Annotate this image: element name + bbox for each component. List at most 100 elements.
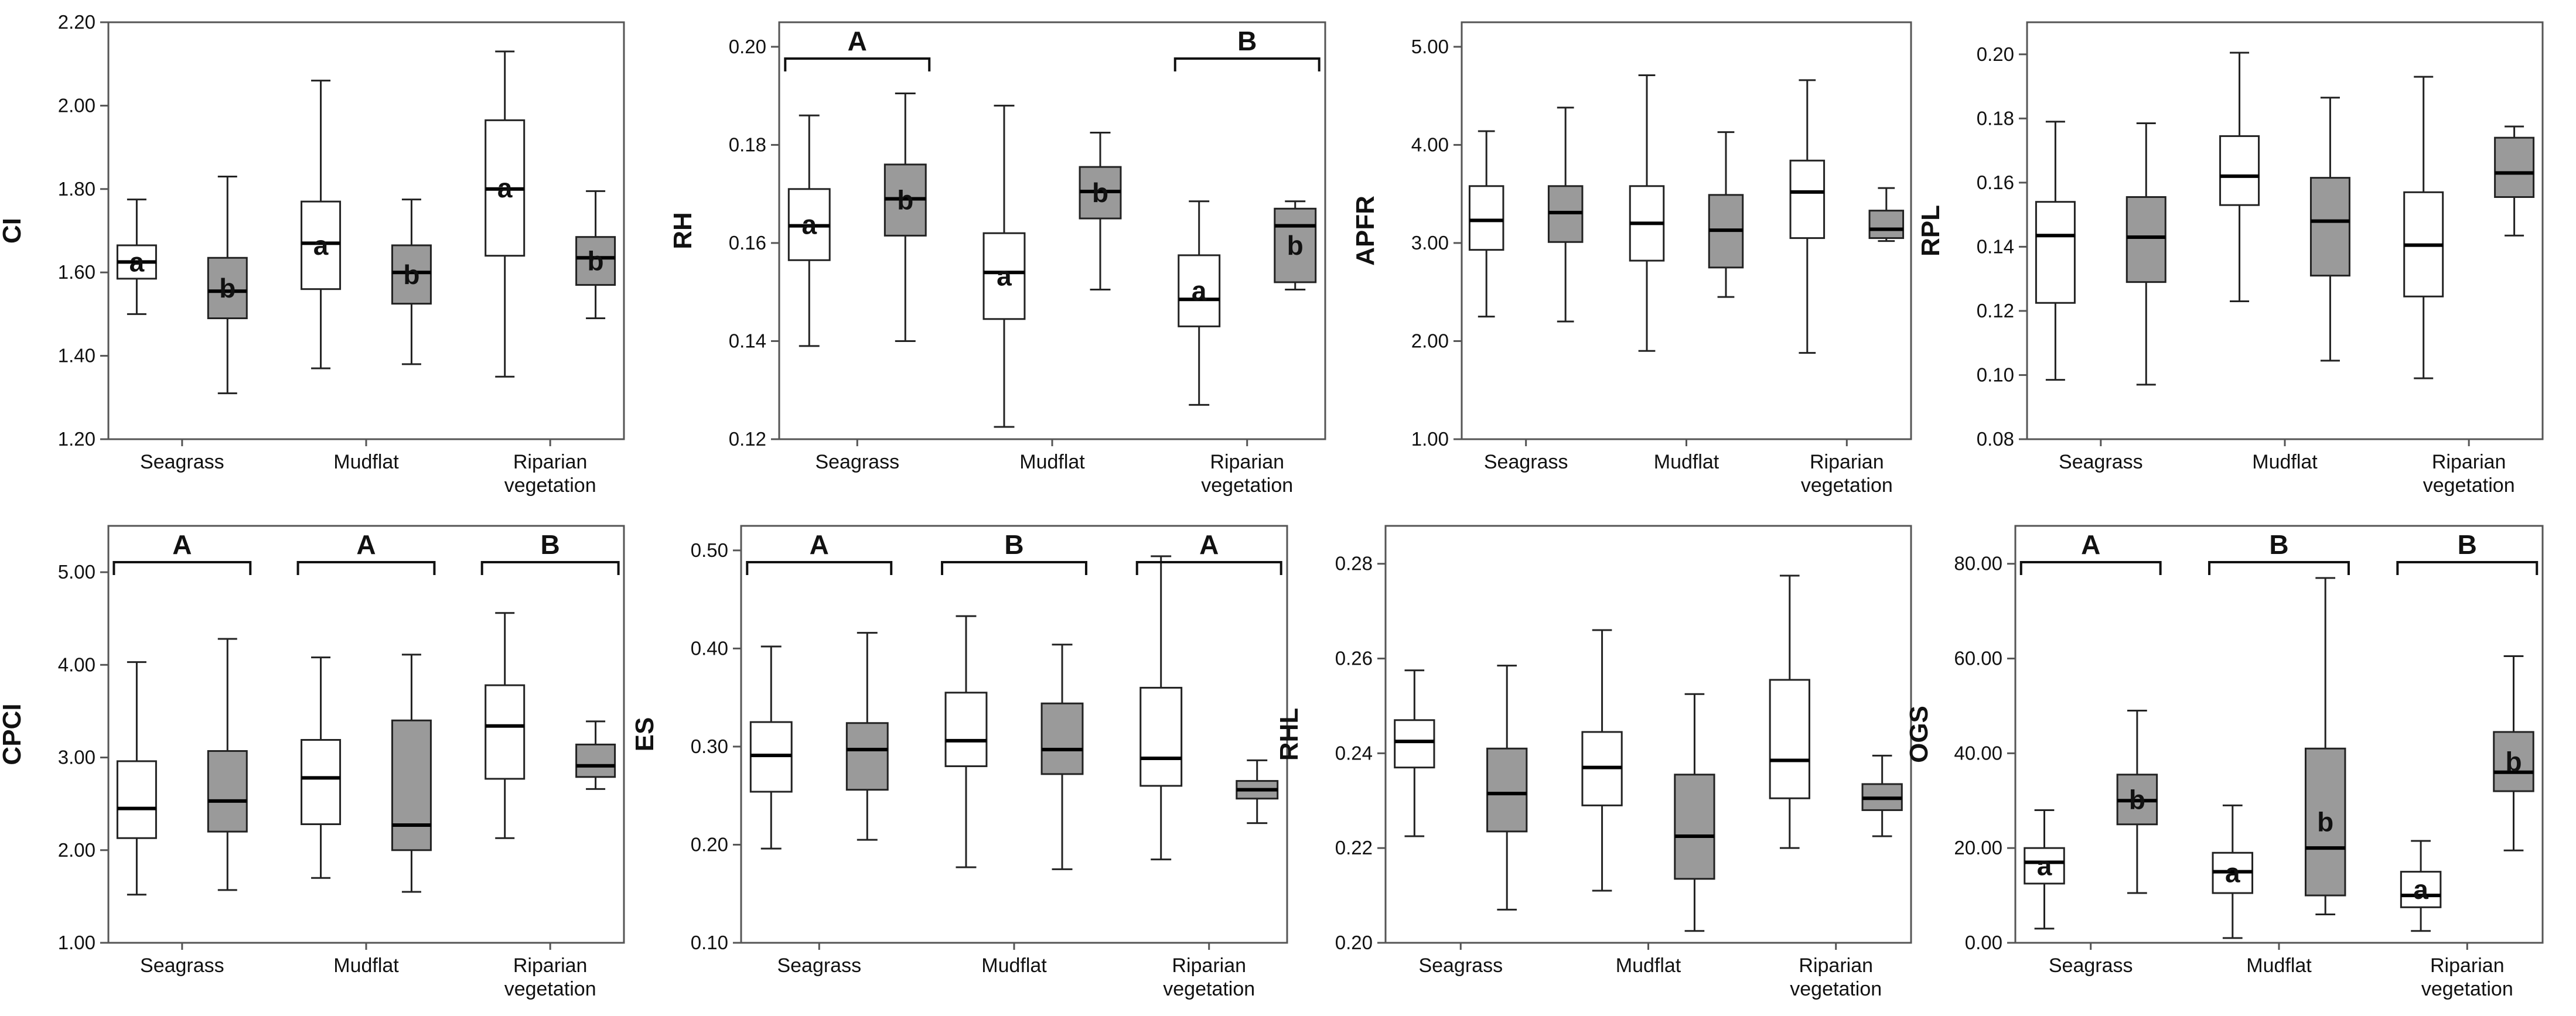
group-letter: A: [848, 26, 867, 56]
y-axis-label: OGS: [1905, 706, 1933, 763]
y-tick-label: 0.30: [691, 736, 728, 757]
x-category-label: Seagrass: [1484, 451, 1568, 473]
y-tick-label: 60.00: [1954, 648, 2002, 669]
box-iqr: [1769, 679, 1810, 799]
box-iqr: [1468, 185, 1504, 251]
significance-letter: a: [313, 230, 329, 261]
y-tick-label: 2.20: [58, 11, 95, 33]
x-category-label: vegetation: [1163, 978, 1255, 1000]
y-axis-label: RH: [668, 212, 697, 249]
y-tick-label: 1.00: [58, 932, 95, 953]
x-category-label: Seagrass: [140, 451, 224, 473]
plot-frame: [778, 21, 1326, 440]
significance-letter: a: [2225, 858, 2240, 888]
significance-letter: b: [2505, 747, 2522, 777]
box-iqr: [116, 760, 157, 839]
y-tick-label: 4.00: [58, 654, 95, 675]
box-iqr: [2024, 847, 2065, 885]
x-category-label: Riparian: [513, 955, 588, 977]
y-axis-label: RHL: [1275, 708, 1304, 761]
y-tick-label: 0.26: [1335, 648, 1373, 669]
significance-letter: b: [403, 259, 419, 290]
x-category-label: vegetation: [504, 978, 596, 1000]
box-iqr: [2125, 196, 2166, 283]
significance-letter: b: [897, 185, 913, 215]
box-iqr: [2035, 201, 2076, 304]
y-tick-label: 1.20: [58, 428, 95, 450]
x-category-label: Seagrass: [1418, 955, 1503, 977]
y-tick-label: 0.28: [1335, 553, 1373, 574]
y-tick-label: 1.00: [1411, 428, 1449, 450]
box-iqr: [1274, 207, 1317, 283]
group-bracket: [480, 561, 620, 575]
significance-letter: a: [2413, 874, 2428, 905]
group-bracket: [296, 561, 436, 575]
group-bracket: [2208, 561, 2350, 575]
box-iqr: [485, 684, 526, 780]
plot-frame: [2014, 525, 2544, 944]
x-category-label: vegetation: [2423, 474, 2515, 497]
significance-letter: a: [129, 247, 145, 277]
significance-letter: b: [588, 246, 604, 276]
box-iqr: [2400, 871, 2442, 908]
box-iqr: [1674, 774, 1715, 880]
y-tick-label: 20.00: [1954, 837, 2002, 858]
group-bracket: [112, 561, 252, 575]
y-axis-label: CI: [0, 218, 26, 244]
x-category-label: vegetation: [1790, 978, 1882, 1000]
x-category-label: Mudflat: [2246, 955, 2312, 977]
y-tick-label: 0.22: [1335, 837, 1373, 858]
x-category-label: vegetation: [2421, 978, 2513, 1000]
y-tick-label: 0.00: [1965, 932, 2002, 953]
box-iqr: [1139, 686, 1183, 787]
x-category-label: Riparian: [1810, 451, 1884, 473]
group-bracket: [746, 561, 893, 575]
significance-letter: a: [2037, 851, 2052, 881]
y-tick-label: 2.00: [1411, 330, 1449, 351]
box-iqr: [575, 743, 616, 778]
group-letter: B: [541, 529, 560, 560]
x-category-label: Seagrass: [777, 955, 861, 977]
group-bracket: [2396, 561, 2539, 575]
significance-letter: b: [1287, 230, 1304, 261]
y-tick-label: 0.08: [1977, 428, 2014, 450]
significance-letter: a: [1192, 276, 1207, 306]
box-iqr: [207, 256, 248, 320]
y-tick-label: 0.20: [729, 36, 766, 57]
significance-letter: a: [801, 210, 817, 240]
box-iqr: [301, 200, 342, 290]
group-letter: A: [172, 529, 192, 560]
x-category-label: vegetation: [504, 474, 596, 497]
y-axis-label: ES: [630, 717, 659, 752]
y-tick-label: 1.40: [58, 345, 95, 367]
x-category-label: Riparian: [2430, 955, 2505, 977]
y-tick-label: 0.16: [1977, 172, 2014, 193]
x-category-label: Riparian: [513, 451, 588, 473]
x-category-label: Riparian: [2432, 451, 2506, 473]
box-iqr: [1868, 210, 1905, 240]
significance-letter: b: [2317, 807, 2333, 837]
y-tick-label: 0.12: [729, 428, 766, 450]
y-tick-label: 2.00: [58, 839, 95, 861]
y-tick-label: 0.16: [729, 232, 766, 254]
box-iqr: [2219, 135, 2260, 206]
x-category-label: Seagrass: [140, 955, 224, 977]
y-axis-label: RPL: [1916, 205, 1945, 256]
group-letter: B: [2269, 529, 2288, 560]
y-tick-label: 80.00: [1954, 553, 2002, 574]
group-letter: B: [1237, 26, 1257, 56]
box-iqr: [1789, 159, 1826, 240]
box-iqr: [391, 719, 432, 851]
box-iqr: [2304, 747, 2346, 897]
y-tick-label: 0.24: [1335, 742, 1373, 764]
y-tick-label: 0.20: [1977, 43, 2014, 65]
x-category-label: Mudflat: [333, 955, 399, 977]
x-category-label: Mudflat: [1616, 955, 1681, 977]
x-category-label: Mudflat: [1654, 451, 1719, 473]
y-tick-label: 5.00: [1411, 36, 1449, 57]
x-category-label: Riparian: [1799, 955, 1873, 977]
plot-frame: [107, 21, 625, 440]
x-category-label: Mudflat: [981, 955, 1047, 977]
box-iqr: [575, 236, 616, 286]
box-iqr: [982, 232, 1026, 320]
